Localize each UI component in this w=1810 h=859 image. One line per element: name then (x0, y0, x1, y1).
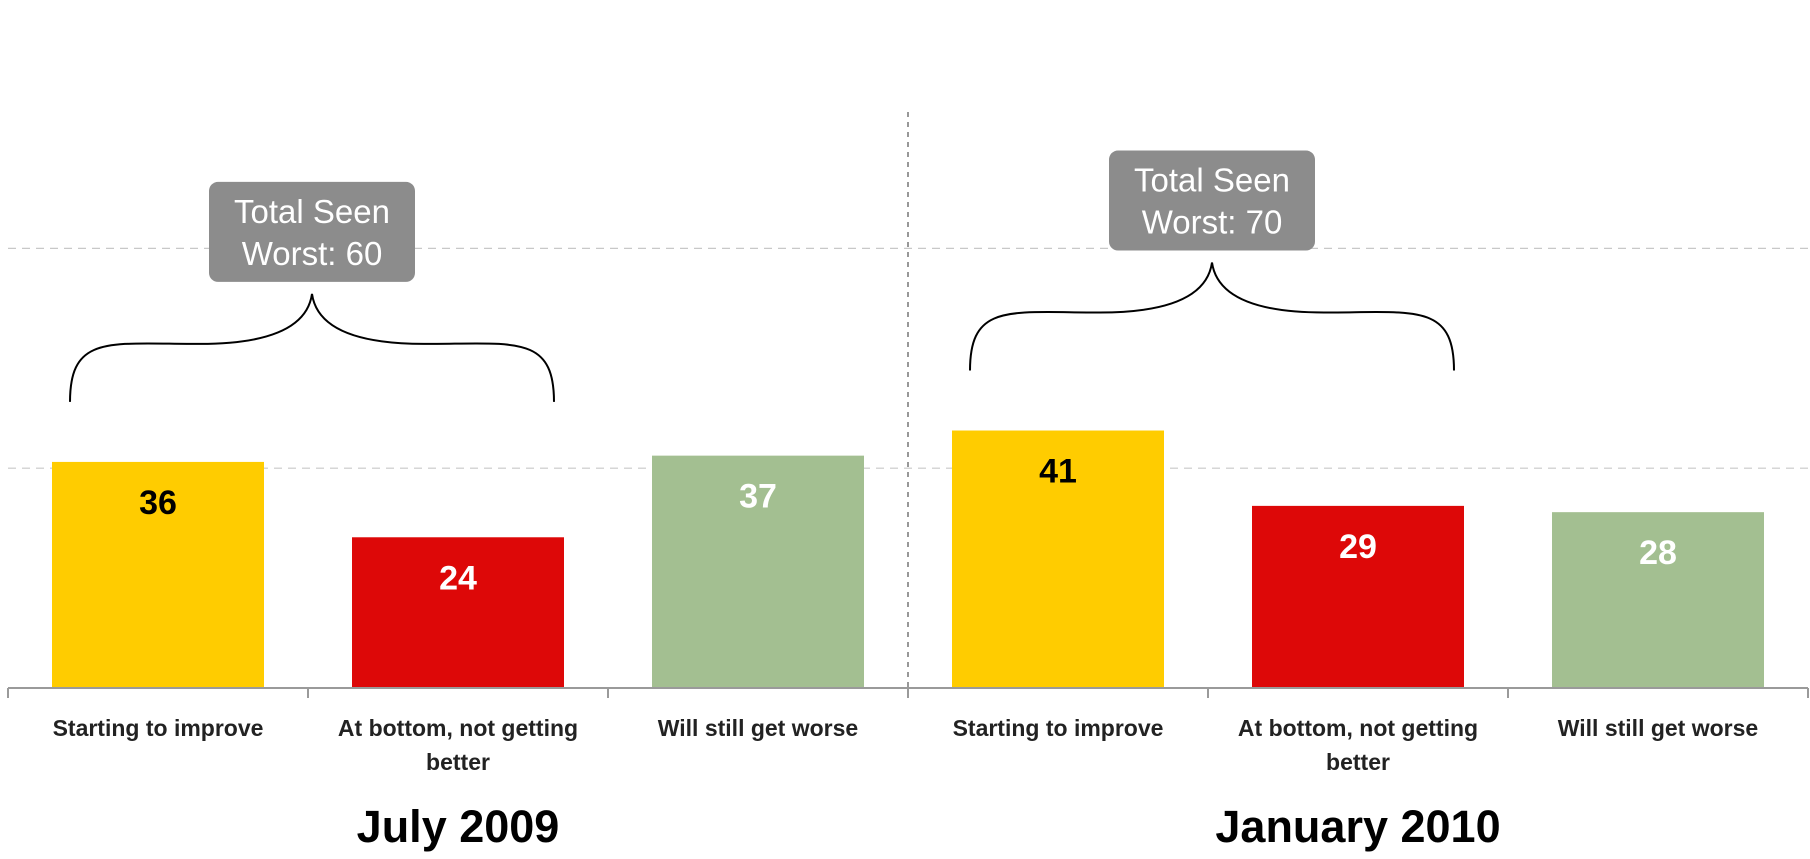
braces (69, 262, 1455, 402)
category-label: Will still get worse (1558, 715, 1758, 741)
bars (52, 430, 1764, 688)
bar-value-label: 24 (439, 559, 477, 597)
bar (52, 461, 264, 688)
category-label: At bottom, not getting better (338, 715, 578, 775)
callout-line2: Worst: 60 (242, 235, 383, 272)
bar-value-label: 29 (1339, 528, 1377, 566)
callout-line2: Worst: 70 (1142, 204, 1283, 241)
bar-value-label: 28 (1639, 534, 1677, 572)
group-label: July 2009 (357, 801, 560, 852)
bar (952, 430, 1164, 688)
category-label: Will still get worse (658, 715, 858, 741)
callouts: Total Seen Worst: 60 Total Seen Worst: 70 (209, 150, 1315, 282)
x-axis (7, 687, 1809, 698)
bar (1252, 505, 1464, 688)
bar (352, 537, 564, 688)
category-label: Starting to improve (53, 715, 264, 741)
callout-box (1109, 150, 1315, 251)
bar-value-label: 37 (739, 478, 777, 516)
category-label: Starting to improve (953, 715, 1164, 741)
bar (652, 455, 864, 688)
bar (1552, 512, 1764, 688)
callout-line1: Total Seen (234, 193, 390, 230)
brace (969, 262, 1455, 371)
bar-value-label: 36 (139, 484, 177, 522)
group-label: January 2010 (1215, 801, 1500, 852)
brace (69, 293, 555, 402)
labels: 36 Starting to improve 24 At bottom, not ge… (53, 453, 1759, 852)
category-label: At bottom, not getting better (1238, 715, 1478, 775)
callout-box (209, 181, 415, 282)
bar-value-label: 41 (1039, 453, 1077, 491)
callout-line1: Total Seen (1134, 162, 1290, 199)
